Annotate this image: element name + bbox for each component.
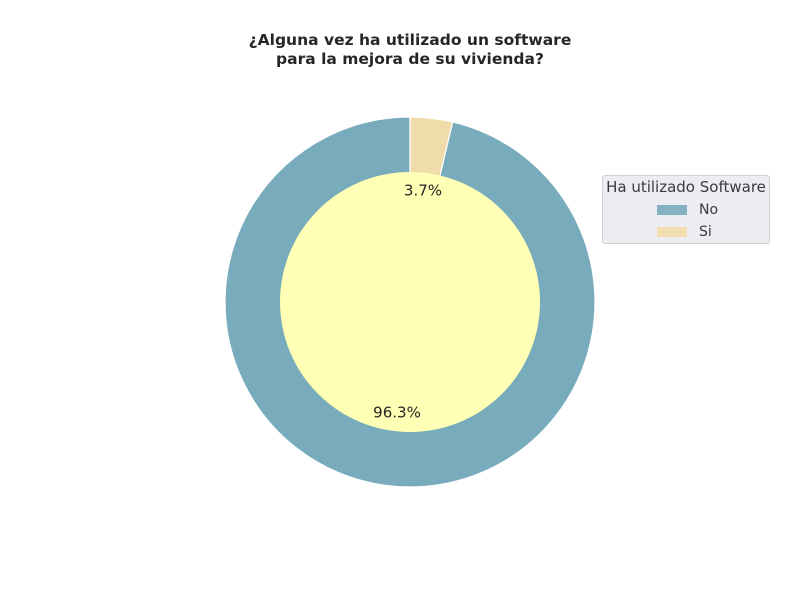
value-label-si: 3.7%	[404, 181, 442, 199]
legend-label-si: Si	[699, 224, 712, 240]
chart-title-line-1: ¿Alguna vez ha utilizado un software	[248, 31, 572, 49]
chart-title: ¿Alguna vez ha utilizado un software par…	[160, 31, 660, 69]
legend-swatch-no	[657, 205, 687, 215]
labels-group: 96.3% 3.7%	[373, 181, 442, 421]
legend-title: Ha utilizado Software	[606, 178, 766, 196]
legend-swatch-si	[657, 227, 687, 237]
chart-title-line-2: para la mejora de su vivienda?	[276, 50, 544, 68]
donut-center	[280, 172, 540, 432]
legend-label-no: No	[699, 202, 719, 218]
value-label-no: 96.3%	[373, 404, 421, 422]
legend: Ha utilizado Software No Si	[602, 175, 770, 244]
